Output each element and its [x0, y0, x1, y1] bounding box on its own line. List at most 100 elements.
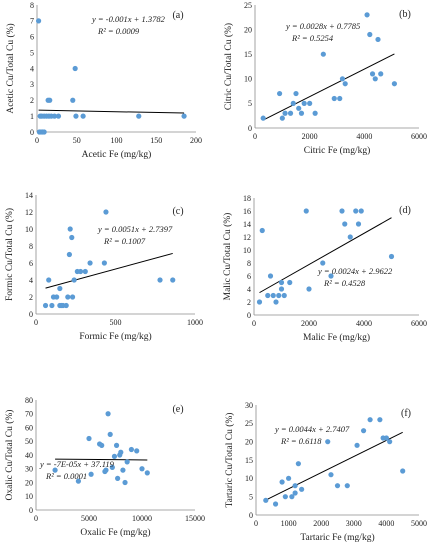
- trendline-equation: y = -0.001x + 1.3782: [91, 14, 166, 24]
- data-point: [353, 208, 359, 214]
- data-point: [52, 467, 58, 473]
- x-tick-label: 100: [111, 136, 123, 145]
- y-tick-label: 70: [25, 410, 33, 419]
- y-tick-label: 20: [245, 437, 253, 446]
- data-point: [328, 273, 334, 279]
- data-point: [342, 81, 348, 87]
- panel-label: (b): [399, 9, 411, 20]
- data-point: [307, 100, 313, 106]
- y-axis-title: Oxalic Cu/Total Cu (%): [4, 410, 15, 501]
- data-point: [51, 113, 58, 119]
- y-tick-label: 5: [248, 99, 252, 108]
- x-tick-label: 0: [253, 132, 257, 141]
- data-point: [134, 448, 140, 454]
- y-tick-label: 5: [30, 48, 34, 57]
- data-point: [286, 475, 292, 481]
- trendline: [262, 53, 395, 121]
- r-squared: R² = 0.1007: [103, 236, 146, 246]
- panel-label: (e): [172, 404, 183, 415]
- data-point: [287, 110, 294, 116]
- y-tick-label: 4: [247, 285, 251, 294]
- r-squared: R² = 0.5254: [291, 33, 334, 43]
- data-point: [111, 453, 118, 459]
- data-point: [265, 292, 271, 299]
- trendline-equation: y = 0.0024x + 2.9622: [317, 266, 393, 276]
- y-tick-label: 6: [29, 259, 33, 268]
- data-point: [263, 497, 269, 503]
- data-point: [46, 277, 52, 283]
- x-axis-title: Oxalic Fe (mg/kg): [80, 527, 150, 538]
- data-point: [303, 208, 309, 214]
- y-tick-label: 15: [244, 50, 252, 59]
- data-point: [377, 417, 383, 423]
- y-tick-label: 6: [30, 33, 34, 42]
- panel-label: (d): [399, 205, 411, 216]
- data-point: [118, 449, 124, 455]
- data-point: [99, 442, 105, 448]
- r-squared: R² = 0.6118: [280, 436, 322, 446]
- y-tick-label: 2: [29, 293, 33, 302]
- x-tick-label: 15000: [185, 514, 205, 523]
- data-point: [292, 490, 298, 496]
- data-point: [320, 260, 326, 266]
- trendline: [45, 252, 173, 289]
- data-point: [400, 468, 406, 474]
- data-point: [69, 294, 76, 300]
- y-tick-label: 4: [30, 64, 34, 73]
- data-point: [293, 90, 299, 97]
- y-tick-label: 8: [29, 242, 33, 251]
- x-tick-label: 4000: [378, 519, 394, 528]
- y-tick-label: 25: [245, 419, 253, 428]
- panel-e: 0 10 20 30 40 50 60 70 80 0 5000 10000 15000 Oxalic F…: [4, 396, 205, 538]
- data-point: [66, 251, 72, 258]
- data-point: [276, 292, 282, 299]
- y-tick-label: 8: [247, 259, 251, 268]
- data-point: [277, 90, 283, 97]
- data-point: [301, 100, 307, 106]
- data-point: [88, 471, 94, 477]
- y-tick-label: 12: [243, 233, 251, 242]
- data-point: [306, 286, 312, 292]
- data-point: [181, 113, 187, 119]
- data-point: [272, 501, 279, 507]
- y-tick-label: 0: [249, 511, 253, 520]
- y-tick-label: 14: [243, 220, 251, 229]
- data-point: [256, 299, 263, 305]
- data-point: [115, 475, 121, 481]
- data-point: [103, 209, 109, 215]
- y-tick-label: 12: [25, 208, 33, 217]
- y-tick-label: 10: [244, 75, 252, 84]
- panel-a: 0 1 2 3 4 5 6 7 8 0 50 100 150 200 Acetic Fe (mg/kg) Ac…: [5, 1, 202, 160]
- y-tick-label: 16: [243, 207, 251, 216]
- data-point: [69, 234, 75, 241]
- data-point: [109, 464, 115, 470]
- trendline-equation: y = -7E-05x + 37.119: [39, 459, 115, 469]
- y-tick-label: 2: [30, 96, 34, 105]
- x-tick-label: 0: [35, 136, 39, 145]
- x-axis-title: Acetic Fe (mg/kg): [82, 149, 152, 160]
- y-tick-label: 20: [25, 478, 33, 487]
- data-point: [289, 494, 295, 500]
- x-tick-label: 5000: [81, 514, 97, 523]
- y-tick-label: 20: [244, 25, 252, 34]
- panel-label: (a): [172, 10, 183, 21]
- data-point: [282, 110, 288, 116]
- y-axis-title: Acetic Cu/Total Cu (%): [5, 23, 16, 113]
- data-point: [55, 113, 62, 119]
- y-tick-label: 7: [30, 17, 34, 26]
- data-point: [312, 110, 318, 116]
- x-tick-label: 50: [73, 136, 81, 145]
- data-point: [144, 470, 150, 476]
- data-point: [281, 292, 287, 299]
- data-point: [383, 435, 389, 441]
- y-tick-label: 40: [25, 451, 33, 460]
- y-tick-label: 0: [30, 128, 34, 137]
- panel-f: 0 5 10 15 20 25 30 0 1000 2000 3000 4000 5000 Tartari…: [224, 401, 427, 543]
- y-tick-label: 14: [25, 191, 33, 200]
- data-point: [278, 279, 285, 286]
- panel-label: (f): [401, 408, 411, 419]
- data-point: [375, 36, 381, 43]
- x-axis-title: Formic Fe (mg/kg): [79, 331, 151, 342]
- y-tick-label: 1: [30, 112, 34, 121]
